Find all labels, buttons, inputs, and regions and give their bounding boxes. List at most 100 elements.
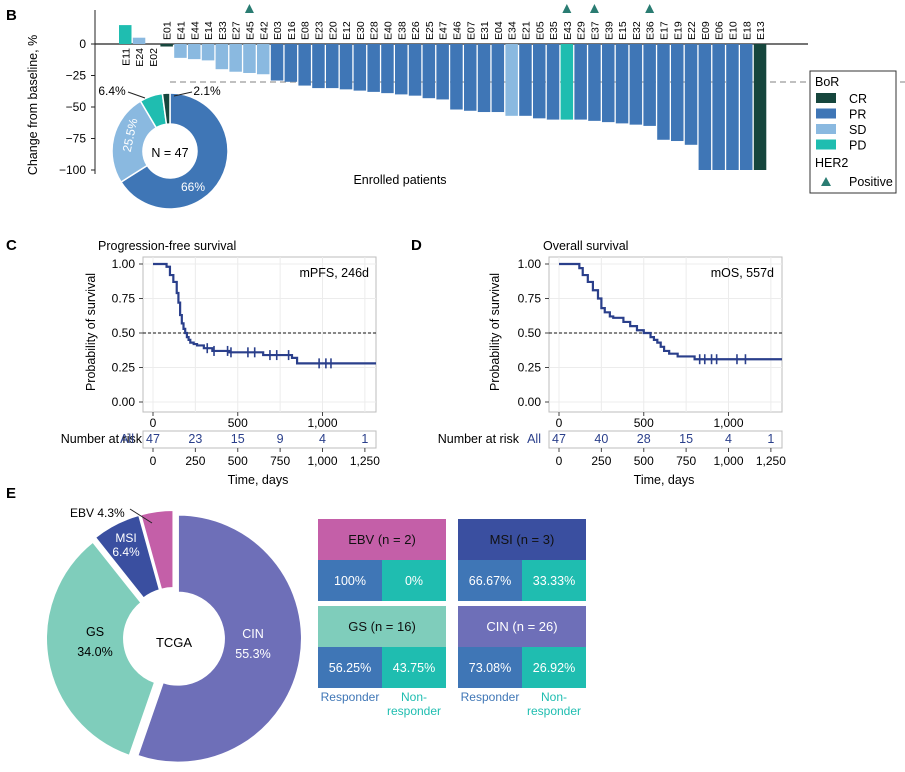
waterfall-patient-label: E19 <box>672 21 684 40</box>
tile-gs-footer: Responder Non- responder <box>318 690 446 718</box>
waterfall-patient-label: E28 <box>369 21 381 40</box>
tile-gs-responder: 56.25% <box>318 647 382 688</box>
os-y-axis-title: Probability of survival <box>488 273 502 391</box>
km-risk-x-tick-label: 0 <box>556 454 563 468</box>
waterfall-patient-label: E01 <box>162 21 174 40</box>
pfs-plot-frame <box>142 256 377 413</box>
waterfall-patient-label: E15 <box>617 21 629 40</box>
pfs-y-axis-title: Probability of survival <box>84 273 98 391</box>
waterfall-bar <box>408 44 422 96</box>
km-y-tick-label: 0.00 <box>112 395 136 409</box>
waterfall-bar <box>119 25 132 44</box>
waterfall-y-axis: 0 −25 −50 −75 −100 <box>59 37 95 177</box>
waterfall-patient-label: E22 <box>686 21 698 40</box>
os-risk-numbers: 47 40 28 15 4 1 <box>552 432 774 446</box>
waterfall-y-tick-label: −75 <box>66 132 87 146</box>
tile-ebv-nonresponder: 0% <box>382 560 446 601</box>
her2-legend-title: HER2 <box>815 156 848 170</box>
waterfall-y-tick-label: 0 <box>79 37 86 51</box>
waterfall-patient-label: E17 <box>658 21 670 40</box>
waterfall-patient-label: E26 <box>410 21 422 40</box>
waterfall-bar <box>436 44 449 100</box>
km-risk-number: 15 <box>679 432 693 446</box>
waterfall-patient-label: E06 <box>714 21 726 40</box>
os-x-axis-title: Time, days <box>634 473 695 487</box>
pfs-median-annotation: mPFS, 246d <box>300 266 370 280</box>
km-x-tick-label: 500 <box>634 416 654 430</box>
bor-legend-swatch <box>816 108 836 119</box>
tile-gs-header: GS (n = 16) <box>318 606 446 647</box>
waterfall-patient-label: E05 <box>534 21 546 40</box>
waterfall-bar <box>450 44 463 110</box>
waterfall-bar <box>270 44 284 81</box>
tcga-donut <box>45 509 303 764</box>
her2-positive-marker-icon <box>589 4 599 13</box>
km-risk-x-tick-label: 1,250 <box>756 454 786 468</box>
panel-e-label: E <box>6 485 16 502</box>
waterfall-bar <box>229 44 242 72</box>
waterfall-bar <box>491 44 505 113</box>
pfs-gridlines: 1.00 0.75 0.50 0.25 0.00 0 500 1,000 <box>112 257 376 430</box>
waterfall-patient-label: E14 <box>203 21 215 40</box>
waterfall-patient-label: E31 <box>479 21 491 40</box>
bor-legend-label: PD <box>849 139 866 153</box>
waterfall-her2-markers <box>244 4 655 13</box>
subtype-response-tiles: EBV (n = 2) 100% 0% MSI (n = 3) 66.67% 3… <box>318 519 598 719</box>
waterfall-bar <box>477 44 491 113</box>
pfs-risk-table-frame <box>142 430 377 449</box>
tile-msi: MSI (n = 3) 66.67% 33.33% <box>458 519 586 601</box>
km-risk-number: 9 <box>277 432 284 446</box>
km-x-tick-label: 0 <box>556 416 563 430</box>
km-risk-x-tick-label: 0 <box>150 454 157 468</box>
km-x-tick-label: 1,000 <box>307 416 337 430</box>
km-y-tick-label: 0.25 <box>518 361 542 375</box>
waterfall-bars <box>119 25 767 170</box>
tcga-donut-slice <box>139 509 175 591</box>
waterfall-patient-label: E10 <box>727 21 739 40</box>
waterfall-bar <box>215 44 229 70</box>
bor-donut-pr-label: 66% <box>181 180 205 194</box>
tile-cin-footer-responder: Responder <box>460 690 520 704</box>
waterfall-patient-label: E39 <box>603 21 615 40</box>
bor-legend-title: BoR <box>815 75 839 89</box>
km-risk-x-tick-label: 250 <box>591 454 611 468</box>
bor-donut <box>111 92 229 210</box>
tile-ebv: EBV (n = 2) 100% 0% <box>318 519 446 601</box>
bor-donut-slice <box>161 92 171 126</box>
waterfall-bar <box>464 44 477 111</box>
waterfall-patient-label: E25 <box>424 21 436 40</box>
footer-nonresponder-line2: responder <box>386 704 442 718</box>
waterfall-bar <box>174 44 187 58</box>
pfs-risk-numbers: 47 23 15 9 4 1 <box>146 432 368 446</box>
waterfall-bar <box>284 44 298 82</box>
waterfall-patient-label: E34 <box>507 21 519 40</box>
os-median-annotation: mOS, 557d <box>711 266 774 280</box>
tcga-ebv-label: EBV 4.3% <box>70 506 125 520</box>
her2-positive-marker-icon <box>645 4 655 13</box>
km-risk-number: 23 <box>188 432 202 446</box>
tcga-cin-name: CIN <box>242 627 264 641</box>
waterfall-patient-label: E18 <box>741 21 753 40</box>
tcga-donut-slice <box>136 513 303 764</box>
waterfall-bar <box>726 44 739 170</box>
km-y-tick-label: 0.50 <box>518 326 542 340</box>
waterfall-y-axis-title: Change from baseline, % <box>26 35 40 175</box>
her2-positive-marker-icon <box>244 4 254 13</box>
tile-gs-footer-responder: Responder <box>320 690 380 704</box>
waterfall-bar <box>160 44 173 47</box>
waterfall-bar <box>740 44 753 170</box>
bor-donut-center-label: N = 47 <box>151 146 188 160</box>
waterfall-patient-label: E13 <box>755 21 767 40</box>
waterfall-patient-label: E27 <box>231 21 243 40</box>
bor-donut-sd-label: 25.5% <box>120 117 141 154</box>
waterfall-bar <box>753 44 767 170</box>
her2-legend-triangle-icon <box>821 177 831 186</box>
waterfall-bar <box>657 44 670 140</box>
waterfall-patient-label: E42 <box>258 21 270 40</box>
waterfall-patient-label: E38 <box>396 21 408 40</box>
km-risk-x-tick-label: 1,000 <box>307 454 337 468</box>
tile-msi-nonresponder: 33.33% <box>522 560 586 601</box>
waterfall-patient-label: E32 <box>631 21 643 40</box>
